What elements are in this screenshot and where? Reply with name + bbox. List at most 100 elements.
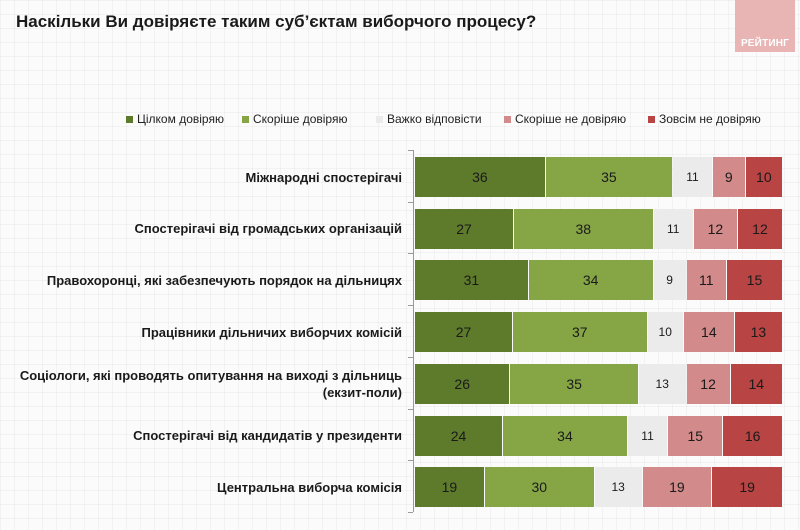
data-label: 13 xyxy=(655,376,669,391)
data-label: 19 xyxy=(441,479,458,496)
data-label: 34 xyxy=(582,272,599,289)
axis-tick xyxy=(408,460,413,462)
bar-segment-hard-to-say: 10 xyxy=(647,312,683,353)
rating-logo: РЕЙТИНГ xyxy=(735,0,795,52)
data-label: 15 xyxy=(746,272,763,289)
data-label: 11 xyxy=(686,170,699,184)
data-label: 13 xyxy=(611,480,625,495)
data-label: 31 xyxy=(463,272,480,289)
bar-segment-fully-distrust: 10 xyxy=(745,157,782,197)
bar-segment-hard-to-say: 11 xyxy=(672,157,712,197)
data-label: 11 xyxy=(641,428,654,443)
data-label: 36 xyxy=(472,169,488,185)
data-label: 35 xyxy=(566,375,582,392)
axis-tick xyxy=(408,408,413,410)
data-label: 13 xyxy=(750,324,767,341)
legend-label: Важко відповісти xyxy=(387,112,482,126)
category-label: Працівники дільничих виборчих комісій xyxy=(141,324,402,340)
data-label: 9 xyxy=(666,273,673,288)
data-label: 15 xyxy=(687,427,704,444)
legend-item-rather-distrust: Скоріше не довіряю xyxy=(504,112,626,126)
data-label: 34 xyxy=(557,427,573,444)
bar-segment-rather-distrust: 12 xyxy=(686,363,730,404)
logo-text: РЕЙТИНГ xyxy=(740,38,790,49)
axis-tick xyxy=(408,305,413,307)
data-label: 26 xyxy=(454,375,470,392)
bar-segment-fully-trust: 36 xyxy=(415,157,545,197)
legend-swatch-fully-distrust xyxy=(648,115,655,123)
bar-segment-rather-trust: 30 xyxy=(484,467,594,508)
data-label: 9 xyxy=(724,169,733,185)
data-label: 37 xyxy=(572,324,588,341)
legend-label: Скоріше не довіряю xyxy=(515,112,627,126)
data-label: 19 xyxy=(669,479,685,496)
legend-label: Зовсім не довіряю xyxy=(659,112,761,126)
bar-segment-fully-trust: 24 xyxy=(415,415,503,456)
axis-tick xyxy=(408,253,413,255)
legend-item-fully-distrust: Зовсім не довіряю xyxy=(648,112,761,126)
bar-segment-rather-trust: 34 xyxy=(503,415,627,456)
data-label: 11 xyxy=(698,272,714,289)
bar-segment-fully-trust: 27 xyxy=(415,312,513,353)
axis-tick xyxy=(408,356,413,358)
bar-segment-fully-distrust: 14 xyxy=(730,363,782,404)
legend-swatch-hard-to-say xyxy=(376,115,383,123)
bar-segment-rather-trust: 35 xyxy=(545,157,672,197)
bar-segment-rather-distrust: 11 xyxy=(686,260,726,301)
data-label: 27 xyxy=(456,220,472,237)
data-label: 16 xyxy=(744,427,761,444)
legend-label: Цілком довіряю xyxy=(137,112,224,126)
bar-segment-hard-to-say: 13 xyxy=(638,363,686,404)
data-label: 24 xyxy=(450,427,467,444)
category-axis xyxy=(413,150,414,512)
data-label: 10 xyxy=(756,169,772,185)
axis-tick xyxy=(408,511,413,513)
axis-tick xyxy=(408,150,413,151)
bar-segment-fully-distrust: 12 xyxy=(737,208,782,249)
bar-segment-hard-to-say: 13 xyxy=(594,467,642,508)
data-label: 14 xyxy=(748,375,765,392)
legend-item-fully-trust: Цілком довіряю xyxy=(126,112,224,126)
data-label: 12 xyxy=(707,220,724,237)
bar-segment-fully-trust: 31 xyxy=(415,260,528,301)
bar-segment-fully-distrust: 13 xyxy=(734,312,782,353)
legend-item-hard-to-say: Важко відповісти xyxy=(376,112,482,126)
bar-segment-fully-distrust: 19 xyxy=(712,467,782,508)
legend-label: Скоріше довіряю xyxy=(253,112,348,126)
data-label: 14 xyxy=(701,324,717,341)
category-label: Спостерігачі від громадських організацій xyxy=(134,221,403,237)
bar-segment-fully-trust: 26 xyxy=(415,363,510,404)
data-label: 38 xyxy=(575,220,592,237)
legend-swatch-fully-trust xyxy=(126,115,133,123)
data-label: 10 xyxy=(658,325,672,340)
axis-tick xyxy=(408,201,413,203)
bar-segment-hard-to-say: 11 xyxy=(627,415,668,456)
legend-item-rather-trust: Скоріше довіряю xyxy=(242,112,347,126)
data-label: 30 xyxy=(531,479,548,496)
data-label: 27 xyxy=(455,324,472,341)
bar-segment-fully-distrust: 16 xyxy=(723,415,782,456)
bar-segment-rather-distrust: 9 xyxy=(712,157,745,197)
bar-segment-rather-distrust: 19 xyxy=(642,467,712,508)
data-label: 35 xyxy=(601,169,617,185)
category-label: Спостерігачі від кандидатів у президенти xyxy=(133,428,402,443)
category-label: Соціологи, які проводять опитування на в… xyxy=(19,367,402,400)
chart-title: Наскільки Ви довіряєте таким суб’єктам в… xyxy=(16,12,537,31)
bar-segment-rather-trust: 35 xyxy=(510,363,638,404)
data-label: 12 xyxy=(752,220,768,237)
bar-segment-rather-trust: 34 xyxy=(528,260,653,301)
data-label: 19 xyxy=(739,479,755,496)
bar-segment-hard-to-say: 11 xyxy=(653,208,693,249)
bar-segment-hard-to-say: 9 xyxy=(653,260,686,301)
legend-swatch-rather-trust xyxy=(242,115,249,123)
bar-segment-rather-trust: 37 xyxy=(513,312,647,353)
data-label: 12 xyxy=(700,375,716,392)
bar-segment-rather-trust: 38 xyxy=(514,208,653,249)
category-label: Центральна виборча комісія xyxy=(217,479,402,495)
legend-swatch-rather-distrust xyxy=(504,115,511,123)
bar-segment-fully-trust: 19 xyxy=(415,467,484,508)
bar-segment-fully-distrust: 15 xyxy=(726,260,782,301)
bar-segment-fully-trust: 27 xyxy=(415,208,514,249)
bar-segment-rather-distrust: 15 xyxy=(668,415,723,456)
category-label: Правохоронці, які забезпечують порядок н… xyxy=(46,272,402,288)
